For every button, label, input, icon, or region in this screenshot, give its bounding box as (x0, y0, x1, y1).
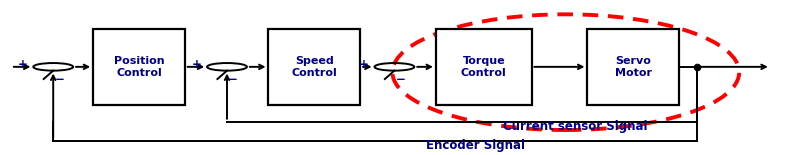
Text: +: + (18, 58, 28, 71)
Text: −: − (395, 73, 406, 86)
Text: Position
Control: Position Control (114, 56, 164, 78)
FancyBboxPatch shape (587, 29, 679, 105)
Text: −: − (228, 73, 238, 86)
Text: −: − (54, 73, 64, 86)
Text: Current sensor Signal: Current sensor Signal (503, 120, 648, 133)
FancyBboxPatch shape (93, 29, 185, 105)
Text: Servo
Motor: Servo Motor (614, 56, 652, 78)
Text: +: + (359, 58, 369, 71)
Text: +: + (192, 58, 202, 71)
FancyBboxPatch shape (269, 29, 360, 105)
FancyBboxPatch shape (436, 29, 531, 105)
Text: Torque
Control: Torque Control (461, 56, 506, 78)
Text: Speed
Control: Speed Control (291, 56, 337, 78)
Text: Encoder Signal: Encoder Signal (426, 139, 526, 152)
